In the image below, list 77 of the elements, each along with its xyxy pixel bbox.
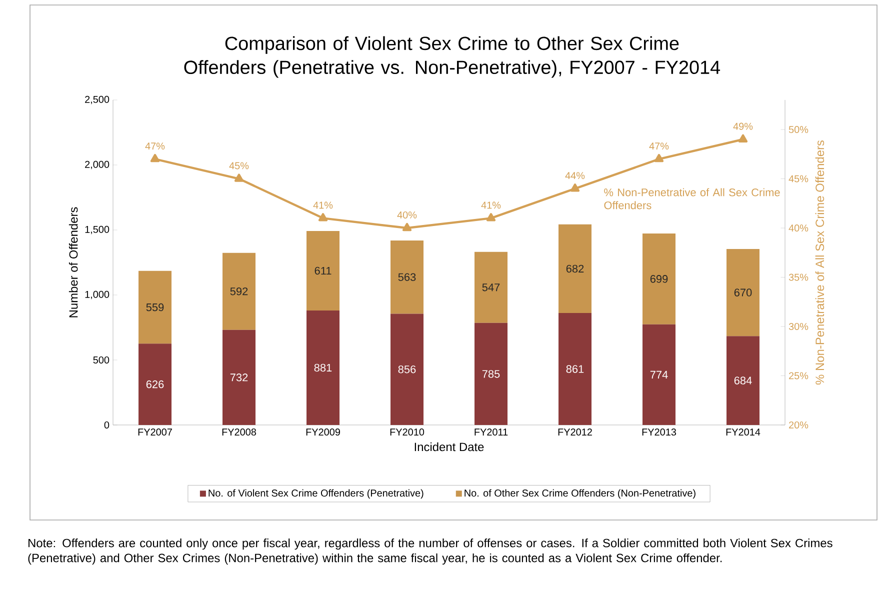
- data-label: 684: [734, 376, 752, 384]
- y-axis-title: Number of Offenders: [68, 207, 78, 318]
- data-label: 559: [146, 303, 164, 312]
- y-tick-label: 2,000: [85, 160, 110, 170]
- y2-tick-label: 45%: [788, 175, 808, 182]
- x-tick-label: FY2011: [474, 428, 508, 436]
- bar: [222, 330, 256, 425]
- bar: [726, 248, 760, 336]
- point: [654, 154, 664, 162]
- data-label: 881: [314, 364, 332, 372]
- bar: [222, 252, 256, 330]
- bar: [390, 240, 424, 314]
- y-tick-label: 0: [104, 421, 110, 429]
- data-label: 563: [398, 273, 416, 281]
- y-tick-label: 500: [93, 356, 110, 364]
- data-label: 44%: [565, 172, 585, 180]
- data-label: 49%: [733, 122, 753, 130]
- data-label: 47%: [649, 142, 669, 150]
- legend-label: No. of Violent Sex Crime Offenders (Penetrative): [208, 489, 424, 499]
- x-axis-title: Incident Date: [414, 442, 484, 452]
- x-tick-label: FY2010: [390, 428, 424, 436]
- bar: [642, 233, 676, 324]
- data-label: 592: [230, 287, 248, 296]
- bar: [306, 231, 340, 310]
- bar: [642, 324, 676, 425]
- data-label: 41%: [313, 202, 333, 209]
- y2-tick-label: 35%: [788, 274, 808, 281]
- data-label: 47%: [145, 142, 165, 150]
- point: [318, 213, 328, 222]
- data-label: 774: [650, 370, 668, 378]
- y2-tick-label: 30%: [788, 322, 808, 330]
- data-label: 547: [482, 284, 500, 292]
- bar: [558, 313, 592, 425]
- bar: [138, 344, 172, 425]
- bar: [474, 322, 508, 425]
- data-label: 45%: [229, 162, 249, 170]
- data-label: 682: [566, 264, 584, 273]
- y-tick-label: 1,500: [85, 226, 110, 234]
- series-label: % Non-Penetrative of All Sex Crime Offenders: [604, 188, 780, 210]
- point: [234, 174, 244, 182]
- chart-title: Comparison of Violent Sex Crime to Other Sex Crime Offenders (Penetrative vs. Non-Penetrative), FY2007 - FY2014: [184, 36, 720, 78]
- x-tick-label: FY2012: [558, 428, 592, 436]
- bar: [306, 310, 340, 425]
- x-tick-label: FY2014: [726, 428, 760, 436]
- y2-tick-label: 40%: [788, 224, 808, 232]
- y-tick-label: 2,500: [85, 96, 110, 104]
- data-label: 41%: [481, 202, 501, 209]
- bar: [558, 224, 592, 314]
- y2-tick-label: 20%: [789, 421, 808, 429]
- x-tick-label: FY2009: [306, 428, 340, 436]
- data-label: 785: [482, 370, 500, 378]
- data-label: 40%: [397, 211, 417, 218]
- point: [570, 184, 580, 192]
- x-tick-label: FY2008: [222, 428, 256, 436]
- bar: [726, 336, 760, 425]
- data-label: 670: [734, 288, 752, 296]
- bar: [474, 252, 508, 323]
- data-label: 611: [314, 266, 332, 275]
- y2-axis-title: % Non-Penetrative of All Sex Crime Offenders: [815, 140, 824, 385]
- text: Note: Offenders are counted only once per fiscal year, regardless of the number of offenses or cases. If a Soldier committed both Violent Sex Crimes (Penetrative) and Other Sex Crimes (Non-Penetrative) within the same fiscal year, he is counted as a Violent Sex Crime offender.: [28, 538, 832, 565]
- y2-tick-label: 50%: [788, 126, 808, 134]
- data-label: 732: [230, 374, 248, 382]
- bar: [138, 270, 172, 344]
- point: [402, 222, 412, 232]
- legend-label: No. of Other Sex Crime Offenders (Non-Penetrative): [464, 489, 696, 499]
- y2-tick-label: 25%: [789, 372, 808, 380]
- x-tick-label: FY2013: [642, 428, 676, 436]
- data-label: 856: [398, 365, 416, 374]
- y-tick-label: 1,000: [85, 290, 110, 300]
- data-label: 861: [566, 365, 584, 373]
- x-tick-label: FY2007: [138, 428, 172, 436]
- point: [738, 134, 748, 142]
- bar: [390, 314, 424, 425]
- point: [150, 154, 160, 162]
- point: [486, 213, 496, 222]
- data-label: 699: [650, 275, 668, 283]
- data-label: 626: [146, 380, 164, 388]
